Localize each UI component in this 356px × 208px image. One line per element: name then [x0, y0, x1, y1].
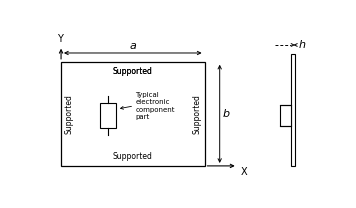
Text: Y: Y: [57, 34, 63, 44]
Text: h: h: [298, 40, 305, 50]
Text: b: b: [223, 109, 230, 119]
Text: a: a: [129, 41, 136, 51]
Text: Supported: Supported: [113, 67, 153, 76]
Bar: [100, 103, 116, 128]
Bar: [280, 105, 290, 126]
Text: Supported: Supported: [64, 94, 73, 134]
Text: Supported: Supported: [192, 94, 201, 134]
Text: Supported: Supported: [113, 67, 153, 76]
Text: Typical
electronic
component
part: Typical electronic component part: [136, 92, 175, 120]
Bar: [61, 62, 204, 166]
Bar: [290, 54, 295, 166]
Text: Supported: Supported: [113, 152, 153, 161]
Text: X: X: [240, 167, 247, 177]
